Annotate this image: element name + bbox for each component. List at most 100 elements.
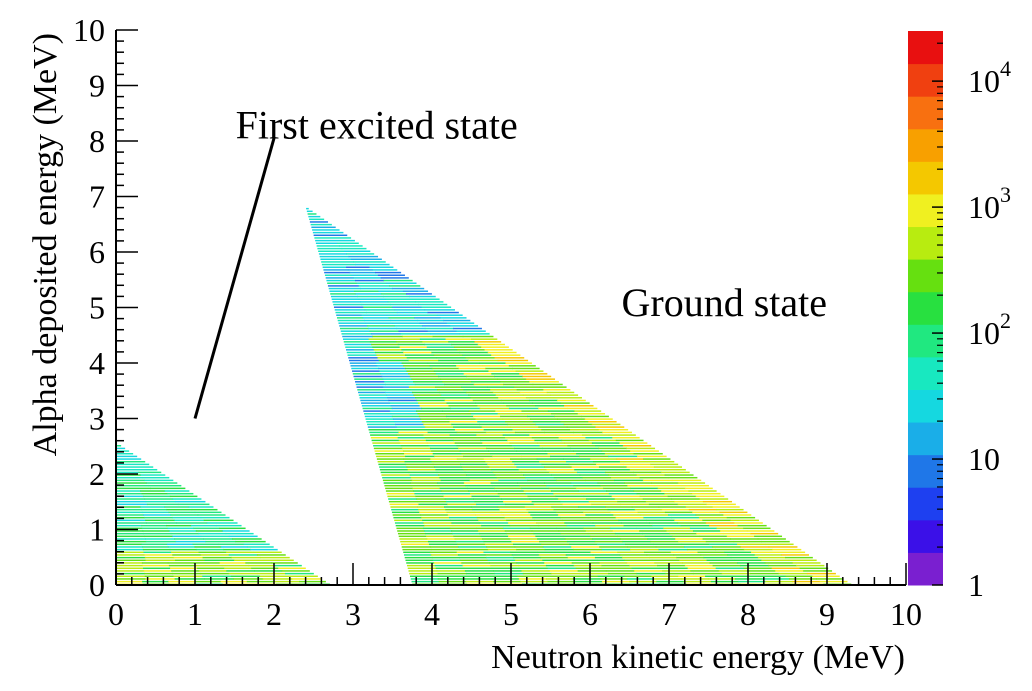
heatmap-cell [457, 554, 486, 556]
heatmap-cell [416, 399, 446, 402]
heatmap-cell [433, 562, 462, 564]
heatmap-cell [116, 540, 147, 543]
heatmap-cell [705, 575, 733, 578]
heatmap-cell [349, 271, 376, 274]
heatmap-cell [281, 570, 310, 572]
heatmap-cell [662, 570, 692, 572]
heatmap-cell [598, 466, 628, 468]
heatmap-cell [453, 327, 482, 330]
heatmap-cell [411, 314, 438, 316]
heatmap-cell [466, 487, 495, 490]
heatmap-cell [551, 413, 579, 415]
heatmap-cell [245, 562, 272, 564]
heatmap-cell [616, 458, 644, 460]
heatmap-cell [547, 567, 577, 570]
heatmap-cell [415, 301, 444, 303]
heatmap-cell [601, 580, 630, 583]
heatmap-cell [501, 511, 530, 514]
heatmap-cell [116, 460, 146, 463]
heatmap-cell [319, 255, 350, 258]
heatmap-cell [413, 381, 443, 383]
heatmap-cell [370, 437, 399, 439]
heatmap-cell [615, 439, 644, 442]
heatmap-cell [547, 580, 576, 583]
heatmap-cell [409, 474, 439, 476]
heatmap-cell [408, 386, 436, 388]
heatmap-cell [361, 303, 391, 306]
heatmap-cell [750, 572, 780, 575]
heatmap-cell [423, 423, 452, 426]
heatmap-cell [436, 570, 466, 572]
heatmap-cell [573, 450, 603, 452]
heatmap-cell [564, 405, 594, 407]
heatmap-cell [689, 527, 718, 530]
heatmap-cell [592, 522, 622, 524]
heatmap-cell [116, 524, 142, 527]
heatmap-cell [585, 530, 613, 532]
heatmap-cell [737, 562, 766, 564]
heatmap-cell [331, 298, 360, 300]
heatmap-cell [390, 506, 418, 508]
heatmap-cell [146, 522, 178, 524]
heatmap-cell [562, 519, 591, 522]
heatmap-cell [365, 322, 394, 324]
heatmap-cell [116, 564, 144, 567]
heatmap-cell [484, 349, 513, 351]
heatmap-cell [409, 575, 438, 578]
heatmap-cell [599, 578, 628, 580]
heatmap-cell [578, 506, 606, 508]
heatmap-cell [664, 492, 693, 495]
heatmap-cell [681, 484, 709, 487]
heatmap-cell [367, 426, 397, 428]
heatmap-cell [408, 471, 438, 474]
heatmap-cell [248, 564, 276, 567]
heatmap-cell [175, 500, 206, 503]
heatmap-cell [363, 306, 393, 308]
heatmap-cell [437, 482, 465, 484]
heatmap-cell [653, 578, 682, 580]
heatmap-cell [788, 578, 817, 580]
heatmap-cell [757, 556, 786, 559]
heatmap-cell [428, 445, 457, 447]
heatmap-cell [116, 487, 151, 490]
heatmap-cell [726, 516, 756, 519]
heatmap-cell [491, 578, 520, 580]
heatmap-cell [333, 306, 364, 308]
heatmap-cell [406, 370, 435, 372]
heatmap-cell [206, 522, 238, 524]
heatmap-cell [431, 460, 459, 463]
heatmap-cell [399, 538, 428, 540]
heatmap-cell [511, 540, 540, 543]
heatmap-cell [504, 516, 533, 519]
heatmap-cell [142, 564, 170, 567]
heatmap-cell [315, 239, 355, 242]
heatmap-cell [633, 471, 662, 474]
heatmap-cell [631, 567, 661, 570]
heatmap-cell [200, 535, 230, 538]
heatmap-cell [516, 562, 545, 564]
heatmap-cell [365, 418, 394, 420]
heatmap-cell [369, 330, 400, 332]
heatmap-cell [510, 458, 538, 460]
heatmap-cell [544, 466, 573, 468]
heatmap-cell [712, 506, 740, 508]
heatmap-cell [364, 415, 393, 418]
heatmap-cell [385, 391, 413, 394]
heatmap-cell [709, 524, 739, 527]
heatmap-cell [359, 397, 388, 399]
heatmap-cell [142, 580, 169, 583]
heatmap-cell [430, 333, 461, 335]
heatmap-cell [768, 564, 797, 567]
heatmap-cell [440, 317, 467, 319]
heatmap-cell [141, 543, 168, 546]
heatmap-cell [193, 562, 221, 564]
heatmap-cell [473, 511, 502, 514]
heatmap-cell [601, 468, 631, 471]
heatmap-cell [688, 508, 717, 511]
heatmap-cell [437, 375, 467, 378]
heatmap-cell [353, 375, 383, 378]
heatmap-cell [511, 554, 540, 556]
heatmap-cell [410, 476, 440, 479]
heatmap-cell [172, 516, 202, 519]
heatmap-cell [427, 431, 458, 434]
